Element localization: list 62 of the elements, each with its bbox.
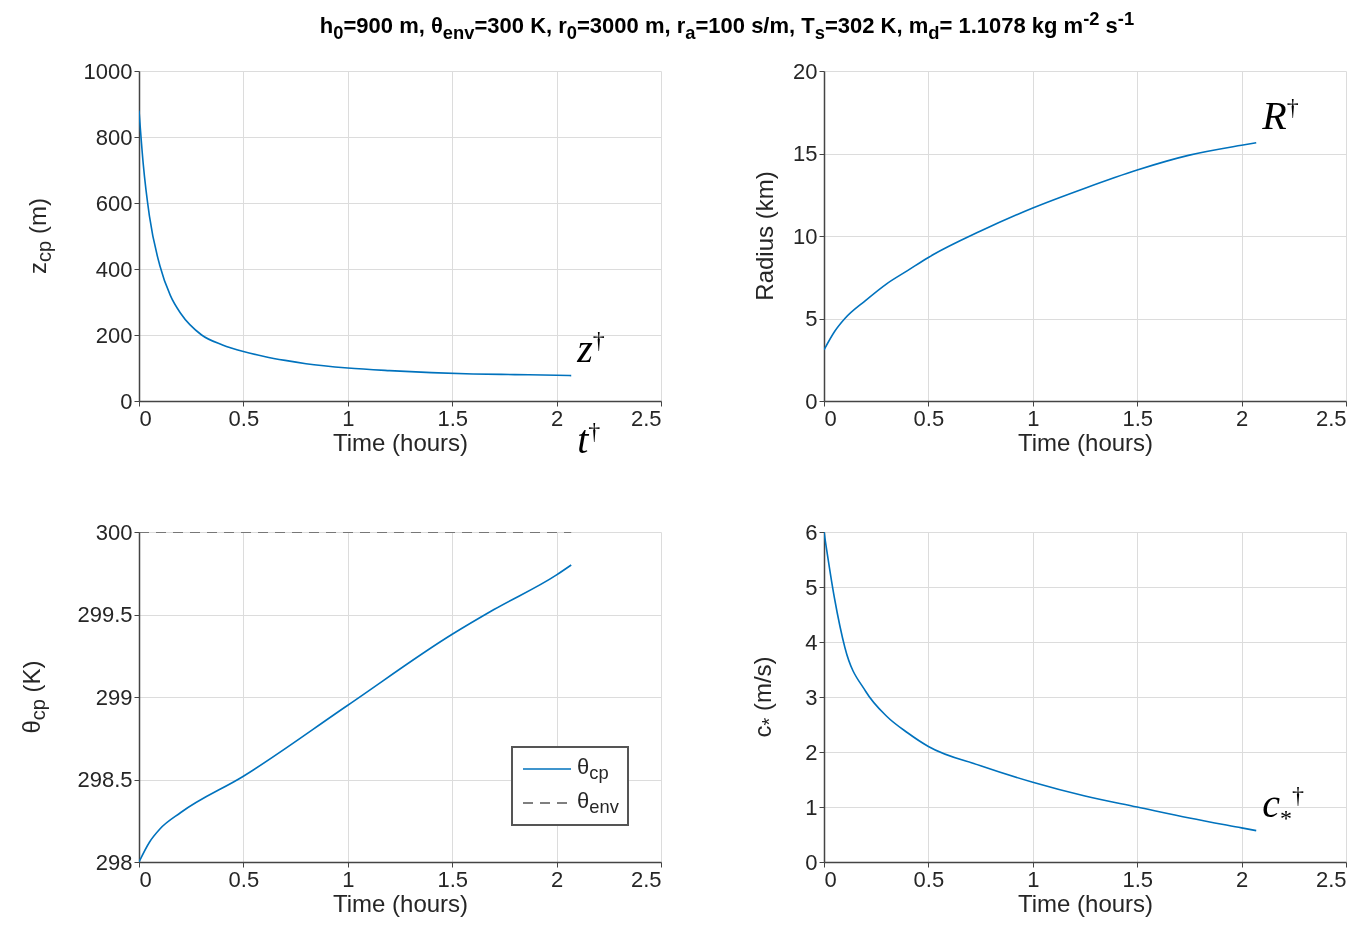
- x-tick-label: 1: [1027, 405, 1040, 431]
- y-axis-title: Radius (km): [751, 171, 779, 301]
- legend-label: θ$_{env}$: [577, 787, 619, 819]
- legend-label: θ$_{cp}$: [577, 753, 609, 785]
- y-tick-label: 300: [95, 519, 133, 545]
- y-tick-label: 0: [120, 388, 133, 414]
- y-tick-label: 600: [95, 190, 133, 216]
- x-axis-title: Time (hours): [332, 428, 469, 456]
- x-tick-label: 1.5: [1122, 866, 1153, 892]
- x-tick-label: 1: [1027, 866, 1040, 892]
- line-series: [824, 532, 1258, 832]
- y-tick-label: 298: [95, 849, 133, 875]
- x-tick-label: 2: [1235, 405, 1249, 431]
- x-tick-label: 0.5: [913, 866, 945, 892]
- x-axis-title: Time (hours): [1017, 889, 1154, 917]
- x-tick-label: 1: [342, 866, 355, 892]
- x-tick-label: 1.5: [1122, 405, 1153, 431]
- y-tick-label: 299: [95, 684, 133, 710]
- y-tick-label: 4: [805, 629, 818, 655]
- x-tick-label: 0: [139, 866, 152, 892]
- x-tick-label: 0.5: [228, 866, 260, 892]
- y-tick-label: 400: [95, 256, 133, 282]
- annotation: z$^{†}$: [577, 325, 605, 371]
- text: t$^{†}$: [577, 417, 601, 463]
- x-tick-label: 0.5: [913, 405, 945, 431]
- x-tick-label: 2.5: [630, 866, 662, 892]
- y-tick-label: 800: [95, 124, 133, 150]
- y-tick-label: 1: [805, 794, 818, 820]
- y-tick-label: 10: [793, 223, 818, 249]
- y-tick-label: 299.5: [77, 602, 133, 627]
- chart-title: h$_{0}$=900 m, θ$_{env}$=300 K, r$_{0}$=3000 m, r$_{a}$=100 s/m, T$_{s}$=302 K, m$_{d}$= 1.1078 kg m$^{-2}$ s$^{-1}$: [319, 8, 1135, 43]
- y-tick-label: 15: [793, 141, 818, 166]
- y-tick-label: 6: [805, 519, 818, 545]
- x-tick-label: 0: [824, 405, 837, 431]
- x-tick-label: 2: [550, 866, 564, 892]
- x-axis-title: Time (hours): [1017, 428, 1154, 456]
- y-tick-label: 0: [805, 849, 818, 875]
- line-series: [139, 564, 573, 862]
- x-tick-label: 2: [550, 405, 564, 431]
- y-tick-label: 3: [805, 684, 818, 710]
- x-tick-label: 1.5: [437, 405, 468, 431]
- x-tick-label: 0.5: [228, 405, 260, 431]
- y-tick-label: 200: [95, 322, 133, 348]
- y-tick-label: 1000: [83, 58, 133, 84]
- y-tick-label: 2: [805, 739, 818, 765]
- x-axis-title: Time (hours): [332, 889, 469, 917]
- annotation: R$^{†}$: [1262, 93, 1299, 139]
- x-tick-label: 0: [139, 405, 152, 431]
- x-tick-label: 2.5: [630, 405, 662, 431]
- x-tick-label: 2.5: [1315, 405, 1347, 431]
- y-tick-label: 298.5: [77, 767, 133, 792]
- line-series: [824, 141, 1258, 351]
- x-tick-label: 2: [1235, 866, 1249, 892]
- y-tick-label: 20: [793, 58, 818, 84]
- x-tick-label: 1: [342, 405, 355, 431]
- x-tick-label: 2.5: [1315, 866, 1347, 892]
- x-tick-label: 0: [824, 866, 837, 892]
- y-tick-label: 5: [805, 574, 818, 600]
- x-tick-label: 1.5: [437, 866, 468, 892]
- y-tick-label: 0: [805, 388, 818, 414]
- y-tick-label: 5: [805, 306, 818, 331]
- line-series: [139, 109, 573, 377]
